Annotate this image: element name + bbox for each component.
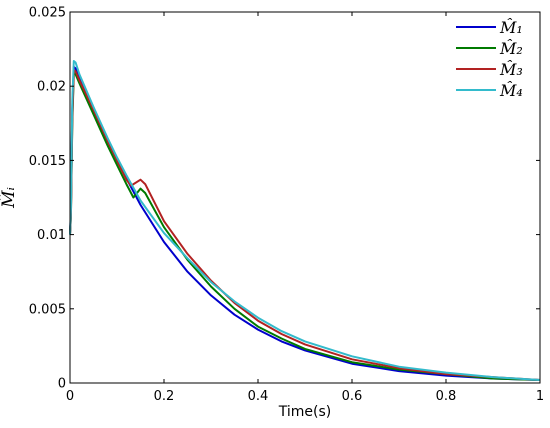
x-tick-label: 0.4 <box>248 389 269 404</box>
x-tick-label: 0 <box>66 389 74 404</box>
x-tick-label: 0.8 <box>436 389 457 404</box>
legend: M̂₁ M̂₂ M̂₃ M̂₄ <box>451 13 540 105</box>
x-tick-label: 0.2 <box>154 389 175 404</box>
plot-frame <box>69 11 541 384</box>
series-line-2 <box>69 71 541 381</box>
x-tick-label: 0.6 <box>342 389 363 404</box>
y-tick-label: 0.02 <box>37 80 66 95</box>
x-tick-label: 1 <box>536 389 544 404</box>
y-tick-label: 0.005 <box>29 302 66 317</box>
y-tick-label: 0.015 <box>29 154 66 169</box>
legend-label: M̂₁ <box>499 18 523 37</box>
series-line-3 <box>69 68 541 381</box>
series-line-1 <box>69 65 541 381</box>
legend-label: M̂₄ <box>499 81 523 100</box>
series-line-4 <box>69 60 541 381</box>
y-tick-label: 0.025 <box>29 6 66 21</box>
y-tick-label: 0 <box>58 377 66 392</box>
tick-layer: 0 0.2 0.4 0.6 0.8 1 0 0.005 0.01 0.015 0.02 0.025 <box>29 6 544 405</box>
y-tick-label: 0.01 <box>37 228 66 243</box>
x-axis-title: Time(s) <box>278 404 331 420</box>
legend-label: M̂₃ <box>499 60 523 79</box>
y-axis-title: M̂ᵢ <box>0 187 19 209</box>
series-layer <box>69 60 541 381</box>
legend-label: M̂₂ <box>499 39 523 58</box>
